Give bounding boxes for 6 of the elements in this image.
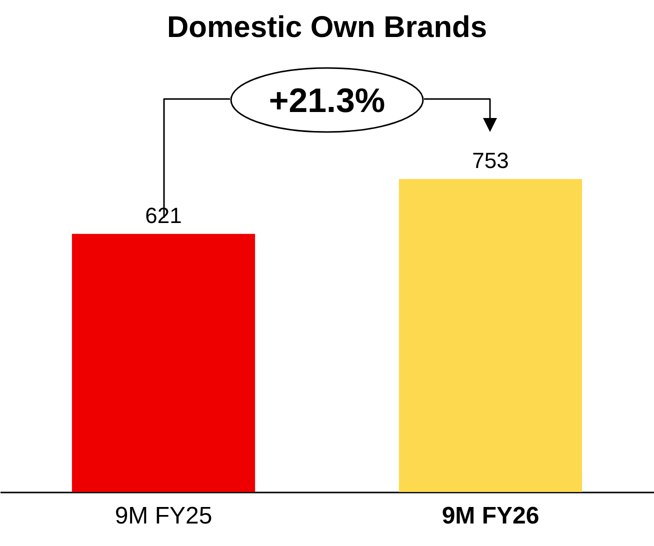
chart-title: Domestic Own Brands: [166, 11, 488, 44]
x-tick-label: 9M FY26: [442, 502, 540, 530]
data-label: 621: [145, 202, 182, 228]
data-label: 753: [472, 148, 509, 173]
text: +21.3%: [268, 82, 386, 120]
x-tick-label: 9M FY25: [114, 502, 212, 530]
